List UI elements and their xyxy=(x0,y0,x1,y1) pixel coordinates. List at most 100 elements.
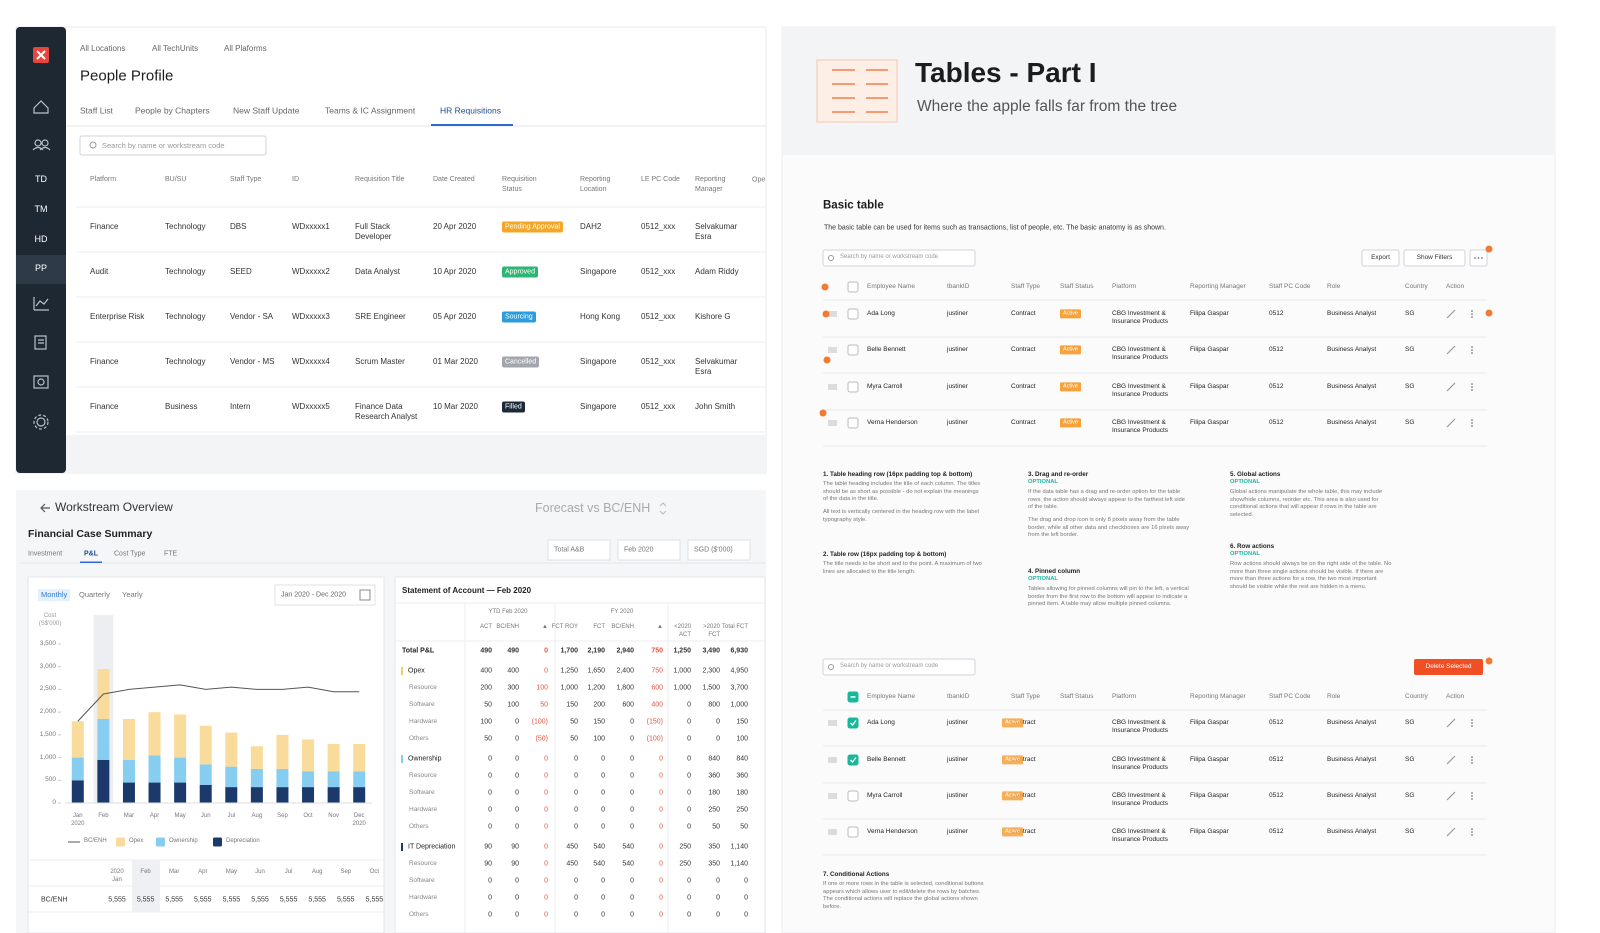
tab[interactable]: Cost Type xyxy=(114,550,146,558)
checkbox[interactable] xyxy=(847,754,859,766)
drag-handle[interactable] xyxy=(828,347,837,353)
group-header: YTD Feb 2020 xyxy=(488,609,528,616)
sidebar-item[interactable]: HD xyxy=(34,234,48,245)
column-header: Action xyxy=(1446,282,1465,290)
column-header: Oct xyxy=(369,869,380,876)
search-box[interactable] xyxy=(822,249,976,267)
legend-label[interactable]: Depreciation xyxy=(226,838,260,845)
period[interactable]: Yearly xyxy=(122,590,143,600)
edit-icon[interactable] xyxy=(1446,755,1456,765)
button[interactable] xyxy=(1403,249,1466,267)
button-label[interactable]: Delete Selected xyxy=(1425,662,1472,670)
button-label[interactable]: Export xyxy=(1371,253,1390,261)
checkbox[interactable] xyxy=(847,417,859,429)
drag-handle[interactable] xyxy=(828,793,837,799)
checkbox[interactable] xyxy=(847,717,859,729)
search-box[interactable] xyxy=(822,658,976,676)
row-label: BC/ENH xyxy=(41,896,68,904)
date-box[interactable] xyxy=(274,584,376,606)
search-box[interactable] xyxy=(79,135,267,156)
x-tick-label: Aug xyxy=(251,813,263,820)
dot xyxy=(1471,762,1473,764)
cell: 5,555 xyxy=(337,896,355,904)
status-badge: Active xyxy=(1002,827,1023,837)
cell: 0 xyxy=(515,718,519,726)
edit-icon[interactable] xyxy=(1446,718,1456,728)
drag-handle[interactable] xyxy=(828,384,837,390)
status-badge: Cancelled xyxy=(502,356,540,368)
edit-icon[interactable] xyxy=(1446,382,1456,392)
tab[interactable]: Teams & IC Assignment xyxy=(325,105,416,116)
checkbox[interactable] xyxy=(847,308,859,320)
cell: 0 xyxy=(488,823,492,831)
legend-label[interactable]: BC/ENH xyxy=(84,838,107,845)
checkbox[interactable] xyxy=(847,826,859,838)
edit-icon[interactable] xyxy=(1446,418,1456,428)
row-label: Resource xyxy=(409,859,437,867)
cell: 0 xyxy=(515,894,519,902)
cell: Finance xyxy=(90,401,119,411)
filter[interactable]: All Locations xyxy=(80,43,126,53)
back-title[interactable]: Workstream Overview xyxy=(55,500,173,515)
cell: (100) xyxy=(531,718,548,726)
cell: Contract xyxy=(1011,755,1036,763)
cell: 0 xyxy=(544,860,548,868)
checkbox[interactable] xyxy=(847,381,859,393)
checkbox[interactable] xyxy=(847,344,859,356)
sidebar-item[interactable]: PP xyxy=(34,263,48,274)
edit-icon[interactable] xyxy=(1446,827,1456,837)
status-badge: Pending Approval xyxy=(502,221,563,233)
cell: Filipa Gaspar xyxy=(1190,827,1229,835)
button[interactable] xyxy=(1414,659,1483,675)
tab[interactable]: People by Chapters xyxy=(135,105,210,116)
cell: 0 xyxy=(630,718,634,726)
column-header: Requisition Status xyxy=(502,176,537,193)
cell: 100 xyxy=(736,735,748,743)
back-arrow[interactable] xyxy=(40,503,50,513)
button-label[interactable]: Show Filters xyxy=(1416,253,1453,261)
checkbox[interactable] xyxy=(847,790,859,802)
period[interactable]: Monthly xyxy=(38,589,71,601)
tab[interactable]: Investment xyxy=(28,550,63,558)
cell: CBG Investment & Insurance Products xyxy=(1112,718,1169,735)
cell: Kishore G xyxy=(695,311,731,321)
edit-icon[interactable] xyxy=(1446,791,1456,801)
period[interactable]: Quarterly xyxy=(79,590,110,600)
cell: 0 xyxy=(601,894,605,902)
drag-handle[interactable] xyxy=(828,720,837,726)
cell: Filipa Gaspar xyxy=(1190,755,1229,763)
filter-box[interactable] xyxy=(687,539,751,561)
cell: 0 xyxy=(601,911,605,919)
drag-handle[interactable] xyxy=(828,757,837,763)
dot xyxy=(1471,722,1473,724)
x-tick-label: Sep xyxy=(277,813,288,820)
drag-handle[interactable] xyxy=(828,829,837,835)
edit-icon[interactable] xyxy=(1446,345,1456,355)
tab[interactable]: P&L xyxy=(84,550,98,558)
button[interactable] xyxy=(1361,249,1400,267)
cell: 150 xyxy=(593,718,605,726)
sidebar-item[interactable]: TD xyxy=(35,174,47,185)
tab[interactable]: New Staff Update xyxy=(233,105,300,116)
legend-label[interactable]: Opex xyxy=(129,838,144,845)
view-switch[interactable] xyxy=(659,502,667,515)
bar-segment xyxy=(71,721,84,758)
filter[interactable]: All Plaforms xyxy=(224,43,267,53)
cell: 600 xyxy=(622,701,634,709)
filter-box[interactable] xyxy=(617,539,681,561)
legend-label[interactable]: Ownership xyxy=(169,838,198,845)
tab[interactable]: HR Requisitions xyxy=(440,105,501,116)
tab[interactable]: FTE xyxy=(164,550,178,558)
cell: Adam Riddy xyxy=(695,266,739,276)
filter-box[interactable] xyxy=(547,539,611,561)
filter[interactable]: All TechUnits xyxy=(152,43,199,53)
edit-icon[interactable] xyxy=(1446,309,1456,319)
tab[interactable]: Staff List xyxy=(80,105,113,116)
drag-handle[interactable] xyxy=(828,420,837,426)
cell: 5,555 xyxy=(194,896,212,904)
column-header: Reporting Manager xyxy=(1190,282,1246,290)
column-header: Platform xyxy=(90,176,117,184)
checkbox[interactable] xyxy=(847,281,859,293)
sidebar-item[interactable]: TM xyxy=(34,204,48,215)
dot xyxy=(1471,352,1473,354)
